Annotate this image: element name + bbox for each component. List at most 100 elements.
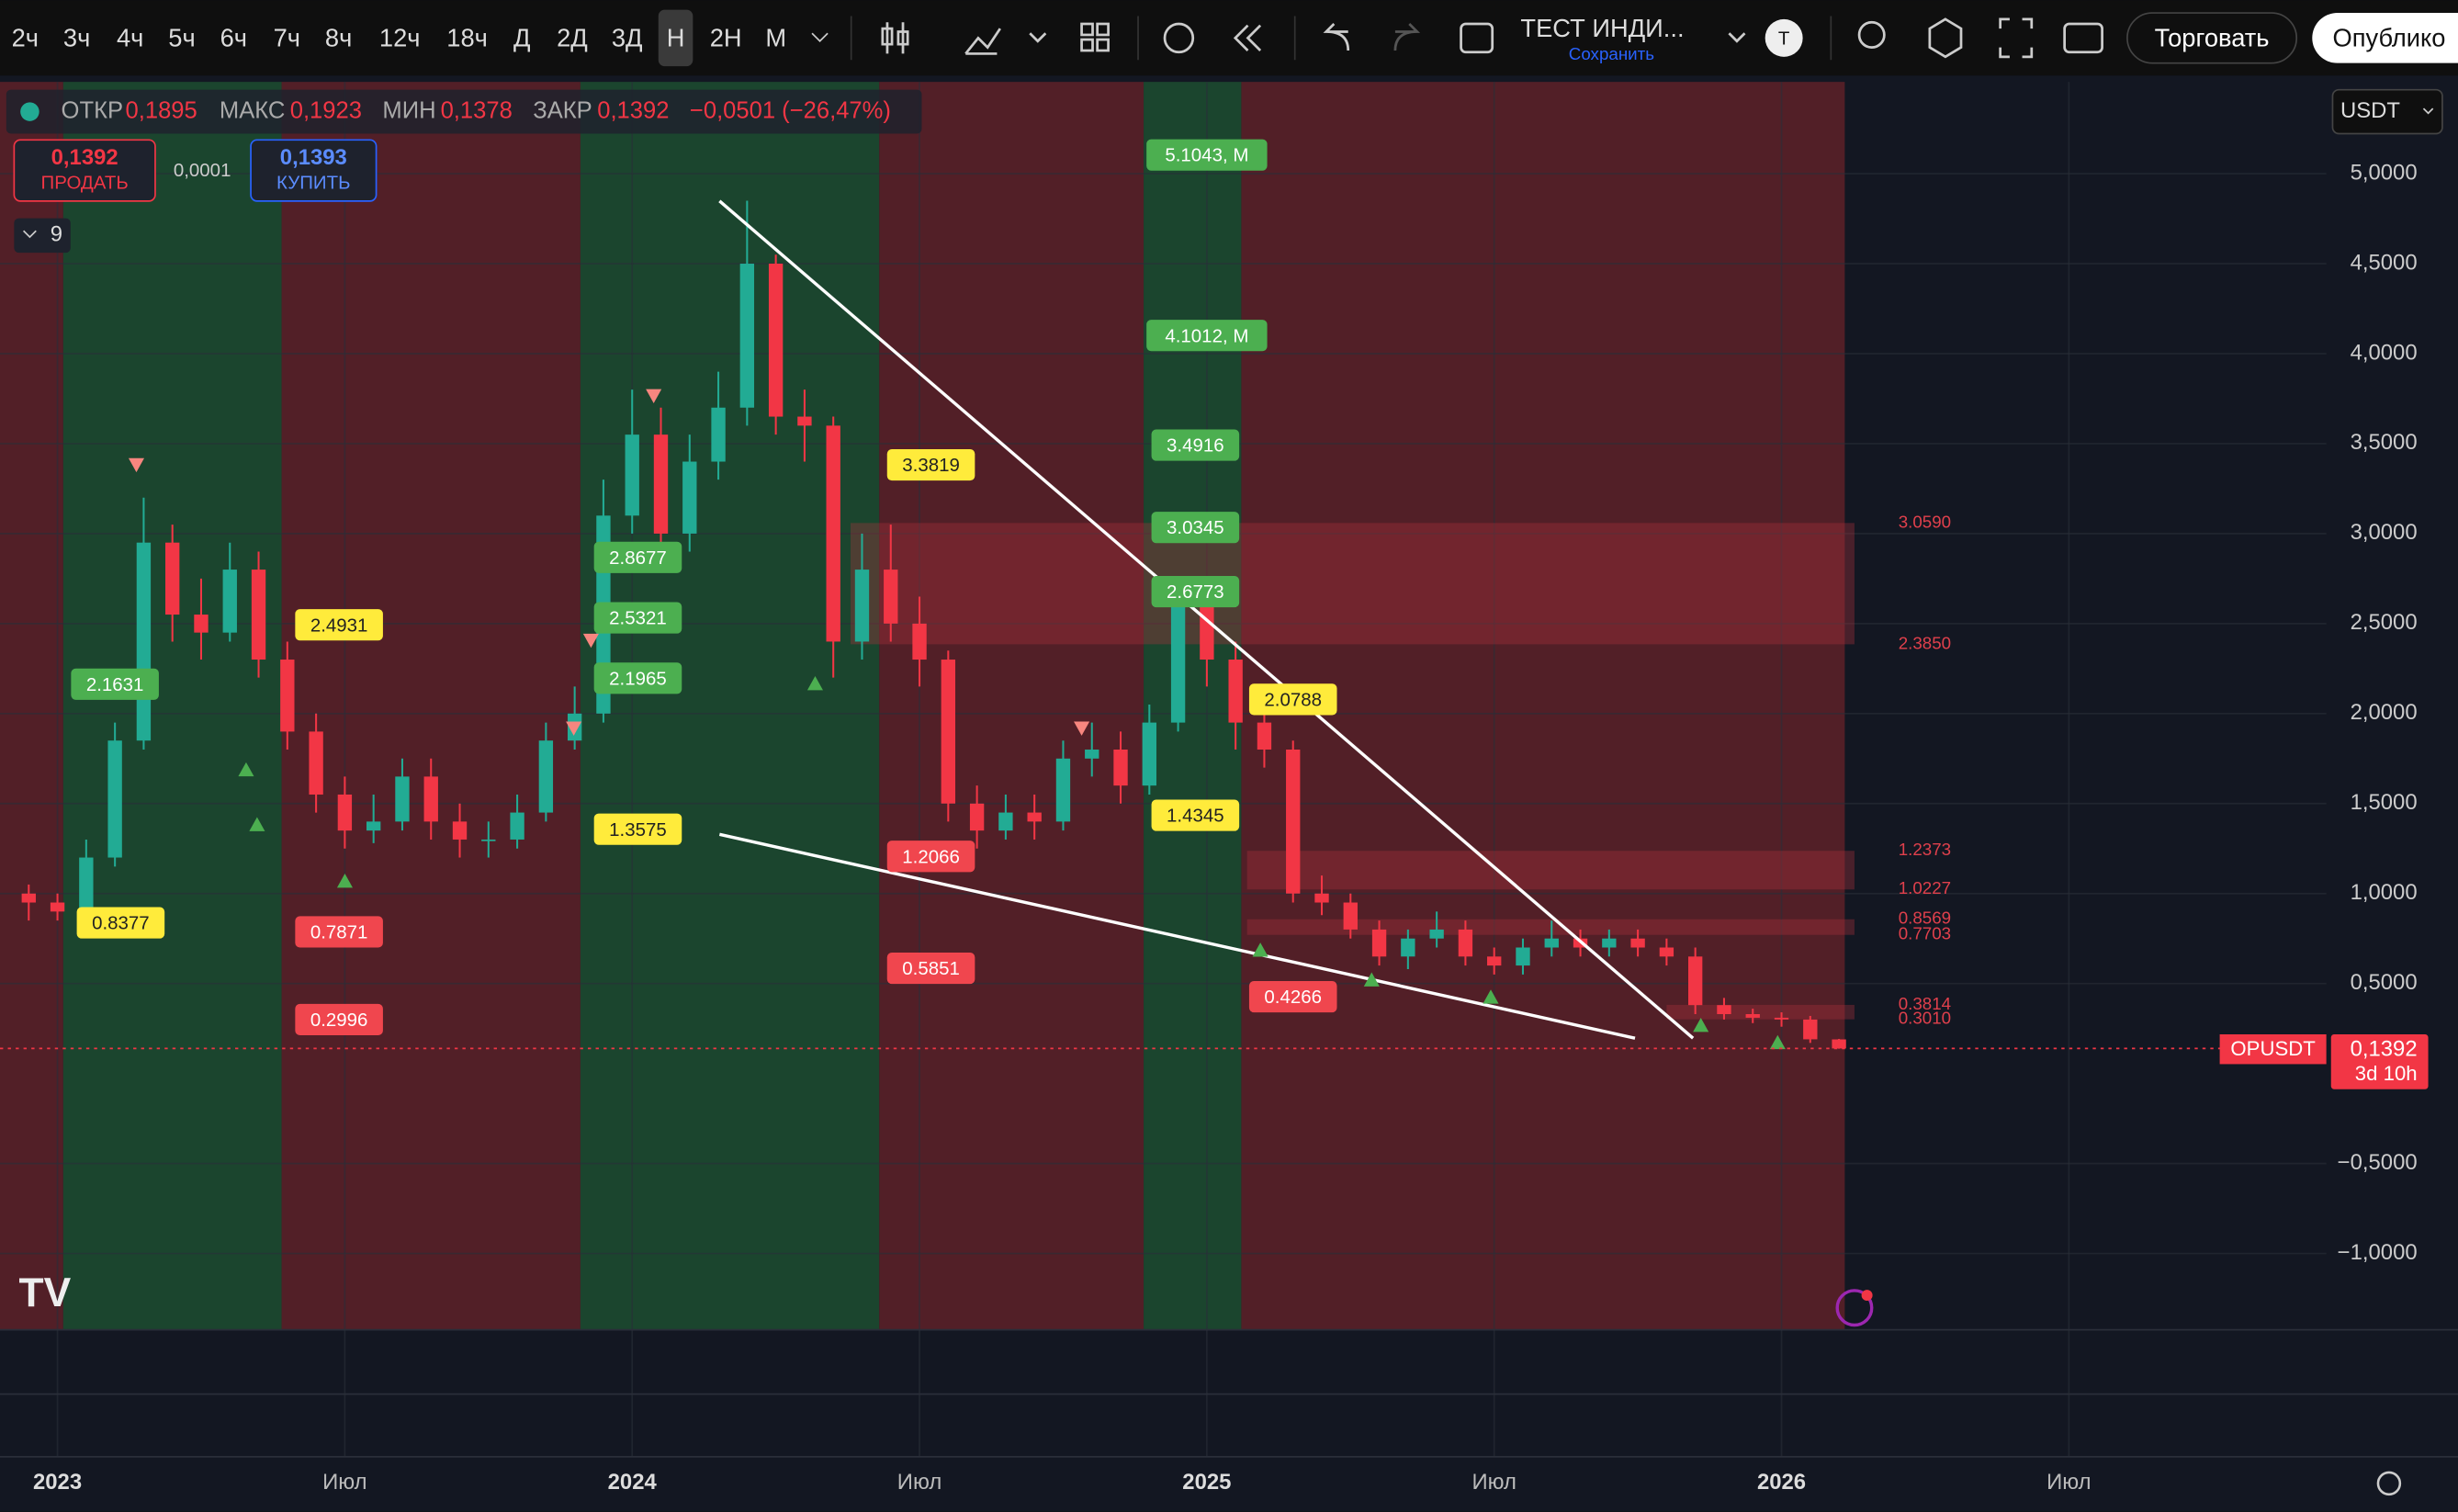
indicators-menu[interactable]	[1029, 32, 1047, 43]
legend-label: ОТКР	[62, 97, 123, 123]
trend-line	[718, 832, 1636, 1040]
interval[interactable]: 4ч	[117, 23, 143, 51]
signal-zone	[281, 82, 581, 1330]
indicator-label-box	[1151, 512, 1240, 544]
indicator-label-box	[886, 952, 975, 985]
alert-icon[interactable]	[1163, 22, 1195, 54]
buy-signal	[1363, 972, 1380, 987]
interval[interactable]: 12ч	[379, 23, 421, 51]
assistant-icon[interactable]	[1835, 1289, 1874, 1327]
indicator-label-box	[1151, 799, 1240, 831]
level-label: 0.3010	[1899, 1009, 1951, 1028]
candle-body	[1516, 947, 1530, 966]
publish-button[interactable]	[2312, 13, 2458, 63]
interval[interactable]: 18ч	[446, 23, 488, 51]
signal-zone	[1144, 82, 1242, 1330]
undo-icon[interactable]	[1323, 23, 1350, 51]
candle-body	[1487, 956, 1502, 966]
currency-select[interactable]	[2331, 88, 2443, 135]
sell-signal	[582, 633, 599, 649]
level-band	[850, 523, 1855, 645]
y-tick-label: 5,0000	[2351, 160, 2418, 185]
indicators-icon[interactable]	[964, 28, 1001, 55]
x-tick-label: 2023	[33, 1470, 82, 1495]
interval[interactable]: 8ч	[325, 23, 352, 51]
layout-icon-part	[1096, 38, 1110, 52]
layout-icon[interactable]	[1080, 22, 1094, 37]
sell-button[interactable]	[13, 139, 156, 202]
sell-signal	[646, 389, 662, 404]
indicator-label: 0.4266	[1264, 987, 1322, 1008]
indicator-label: 2.1965	[609, 668, 667, 689]
toolbar	[0, 0, 2458, 76]
level-band	[1666, 1004, 1855, 1020]
publish-button-label: Опублико	[2332, 23, 2445, 51]
x-tick-label: Июл	[2046, 1470, 2091, 1495]
screenshot-icon[interactable]	[2063, 22, 2103, 54]
trend-line	[718, 199, 1695, 1040]
candle-body	[854, 570, 870, 642]
indicator-label-box	[593, 813, 682, 845]
interval[interactable]: 2Н	[710, 23, 742, 51]
y-tick-label: 3,5000	[2351, 430, 2418, 455]
trade-button[interactable]	[2126, 12, 2298, 64]
interval[interactable]: 5ч	[168, 23, 195, 51]
candle-body	[194, 615, 209, 633]
y-tick-label: 4,0000	[2351, 340, 2418, 365]
buy-signal	[1693, 1018, 1709, 1032]
scale-settings[interactable]	[2376, 1471, 2402, 1496]
candle-body	[625, 434, 639, 516]
layout-checkbox[interactable]	[1460, 22, 1494, 54]
candle-body	[1401, 938, 1415, 957]
interval[interactable]: Д	[513, 23, 531, 51]
interval[interactable]: 7ч	[274, 23, 300, 51]
chart-style-icon[interactable]	[881, 22, 909, 54]
layout-menu[interactable]	[1728, 32, 1746, 43]
interval[interactable]: Н	[667, 23, 685, 51]
candle-body	[1200, 605, 1214, 660]
candle-body	[1630, 938, 1645, 948]
indicator-label-box	[593, 602, 682, 634]
candle-body	[337, 794, 353, 831]
candle-body	[107, 740, 122, 858]
indicators-toggle[interactable]	[14, 218, 71, 254]
candle-body	[1371, 929, 1387, 957]
candle-body	[826, 425, 840, 642]
redo-icon[interactable]	[1393, 23, 1421, 51]
interval[interactable]: 3Д	[612, 23, 643, 51]
buy-price: 0,1393	[280, 145, 347, 170]
y-tick-label: 3,0000	[2351, 520, 2418, 545]
replay-icon[interactable]	[1233, 24, 1262, 51]
candle-body	[538, 740, 554, 813]
y-tick-label: −0,5000	[2338, 1150, 2418, 1175]
signal-zone	[1241, 82, 1845, 1330]
interval[interactable]: 3ч	[63, 23, 90, 51]
buy-signal	[806, 675, 823, 691]
interval[interactable]: 2ч	[12, 23, 39, 51]
avatar[interactable]	[1765, 18, 1803, 57]
interval-menu[interactable]	[811, 32, 829, 42]
buy-button[interactable]	[250, 139, 378, 202]
indicator-name[interactable]: ТЕСТ ИНДИ...	[1520, 14, 1684, 42]
interval[interactable]: М	[765, 23, 786, 51]
save-label[interactable]: Сохранить	[1569, 44, 1654, 63]
interval[interactable]: 6ч	[220, 23, 247, 51]
search-icon[interactable]	[1857, 20, 1886, 49]
candle-body	[395, 776, 410, 822]
settings-icon[interactable]	[1928, 17, 1963, 59]
buy-signal	[1769, 1034, 1786, 1050]
candle-body	[309, 731, 323, 795]
candle-body	[1113, 749, 1128, 786]
candle-body	[1803, 1019, 1818, 1040]
symbol-tag	[2219, 1034, 2327, 1065]
buy-signal	[238, 762, 254, 777]
fullscreen-icon[interactable]	[1999, 17, 2034, 59]
interval[interactable]: 2Д	[557, 23, 588, 51]
candle-body	[969, 803, 985, 831]
candle-body	[1314, 893, 1329, 903]
candle-body	[21, 893, 36, 903]
level-label: 2.3850	[1899, 633, 1951, 652]
level-band	[1246, 851, 1855, 890]
